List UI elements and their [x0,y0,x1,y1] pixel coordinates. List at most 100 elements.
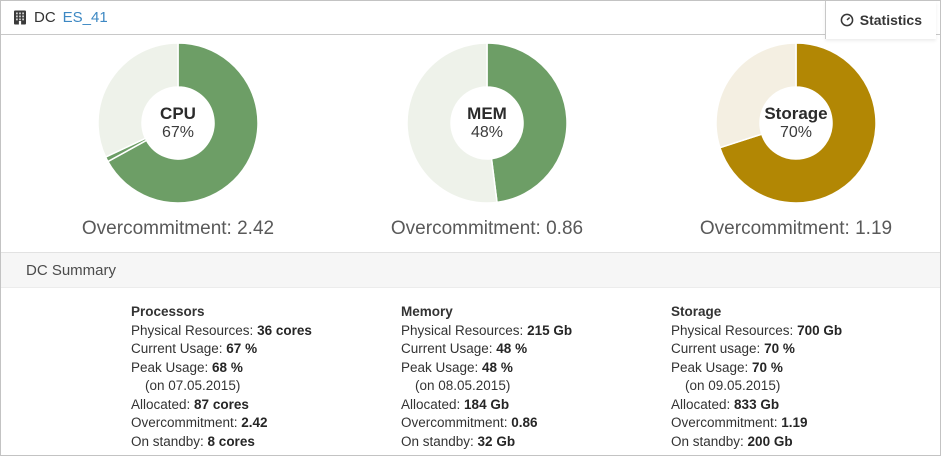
summary-row-label: Peak Usage: [401,359,483,375]
mem-overcommitment-text: Overcommitment: 0.86 [390,218,584,239]
summary-row-value: 48 % [496,341,528,356]
entity-name-link[interactable]: ES_41 [62,9,108,26]
summary-row-value: 36 cores [257,322,312,338]
panel-header: DC ES_41 Statistics [1,1,940,39]
entity-type-label: DC [34,9,56,26]
storage-donut-chart [715,42,877,204]
summary-row-label: Physical Resources: [131,322,258,338]
summary-row-label: On standby: [131,433,208,449]
summary-row: Overcommitment: 0.86 [401,414,572,433]
storage-donut-center: Storage 70% [713,104,879,142]
summary-row: Current Usage: 48 % [401,340,572,359]
summary-row-value: 68 % [212,359,243,375]
summary-row: Physical Resources: 215 Gb [401,322,572,341]
summary-row-label: Allocated: [671,396,735,412]
summary-row-value: 184 Gb [464,396,510,412]
dc-summary-title: DC Summary [26,261,117,279]
summary-row-label: Peak Usage: [671,359,753,375]
summary-row: Current Usage: 67 % [131,340,312,359]
summary-row-label: Physical Resources: [671,322,798,338]
cpu-overcommitment-text: Overcommitment: 2.42 [81,218,275,239]
summary-row: On standby: 8 cores [131,433,312,452]
summary-row-value: 70 % [764,341,795,356]
summary-row-value: 87 cores [194,396,249,412]
summary-row-value: 833 Gb [734,396,780,412]
summary-row-label: Overcommitment: [671,415,782,430]
storage-overcommitment-text: Overcommitment: 1.19 [699,218,893,239]
storage-chart-section: Storage 70% Overcommitment: 1.19 [646,35,940,240]
clock-icon [840,13,854,27]
storage-column-title: Storage [671,304,722,319]
summary-row-label: (on 09.05.2015) [685,378,781,393]
summary-row: On standby: 200 Gb [671,433,842,452]
cpu-donut-center: CPU 67% [95,104,261,142]
tab-statistics[interactable]: Statistics [824,1,936,39]
dc-summary-header: DC Summary [1,252,940,288]
summary-row-label: Current usage: [671,341,765,356]
processors-summary-column: Processors Physical Resources: 36 cores C… [131,303,312,451]
summary-row: (on 08.05.2015) [401,377,572,396]
mem-slice-used [486,42,568,204]
mem-donut-chart [406,42,568,204]
summary-row: On standby: 32 Gb [401,433,572,452]
summary-row: (on 09.05.2015) [671,377,842,396]
summary-row-value: 48 % [482,359,513,375]
summary-row-label: Peak Usage: [131,359,213,375]
storage-slice-free [715,42,797,149]
summary-row-label: Current Usage: [401,341,497,356]
summary-row-value: 2.42 [241,415,268,430]
tab-statistics-label: Statistics [859,12,922,28]
storage-percent: 70% [779,123,813,141]
memory-summary-column: Memory Physical Resources: 215 Gb Current… [401,303,572,451]
summary-row-label: Allocated: [131,396,195,412]
summary-row-label: On standby: [671,433,748,449]
summary-row: Peak Usage: 48 % [401,359,572,378]
memory-column-title: Memory [401,304,453,319]
mem-slice-free [406,42,498,204]
summary-row-label: Allocated: [401,396,465,412]
datacenter-icon [13,10,27,25]
summary-row-value: 67 % [226,341,258,356]
summary-row-value: 200 Gb [747,433,793,449]
storage-slice-used [718,42,877,204]
summary-row: (on 07.05.2015) [131,377,312,396]
summary-row-label: Overcommitment: [131,415,242,430]
cpu-slice-free [97,42,179,159]
summary-row-value: 70 % [752,359,783,375]
summary-row-label: Overcommitment: [401,415,512,430]
summary-row-value: 8 cores [207,433,255,449]
cpu-label: CPU [160,104,196,124]
summary-row-value: 32 Gb [477,433,516,449]
breadcrumb: DC ES_41 [13,9,108,26]
charts-row: CPU 67% Overcommitment: 2.42 MEM 48% Ove… [1,35,940,252]
storage-label: Storage [764,104,828,124]
storage-summary-column: Storage Physical Resources: 700 Gb Curren… [671,303,842,451]
summary-row-value: 1.19 [781,415,808,430]
dc-summary-body: Processors Physical Resources: 36 cores C… [1,288,940,454]
summary-row: Allocated: 87 cores [131,396,312,415]
cpu-slice-used [106,42,259,204]
summary-row-label: (on 07.05.2015) [145,378,241,393]
summary-row: Current usage: 70 % [671,340,842,359]
summary-row-label: On standby: [401,433,478,449]
cpu-donut-chart [97,42,259,204]
summary-row: Peak Usage: 68 % [131,359,312,378]
mem-label: MEM [467,104,507,124]
summary-row: Allocated: 184 Gb [401,396,572,415]
summary-row-label: Physical Resources: [401,322,528,338]
mem-percent: 48% [470,123,504,141]
summary-row-label: (on 08.05.2015) [415,378,511,393]
summary-row-label: Current Usage: [131,341,227,356]
summary-row: Physical Resources: 700 Gb [671,322,842,341]
summary-row: Physical Resources: 36 cores [131,322,312,341]
mem-donut-center: MEM 48% [404,104,570,142]
cpu-chart-section: CPU 67% Overcommitment: 2.42 [28,35,328,240]
mem-chart-section: MEM 48% Overcommitment: 0.86 [337,35,637,240]
processors-column-title: Processors [131,304,205,319]
summary-row: Overcommitment: 2.42 [131,414,312,433]
summary-row-value: 0.86 [511,415,538,430]
cpu-percent: 67% [161,123,195,141]
summary-row-value: 700 Gb [797,322,843,338]
summary-row: Overcommitment: 1.19 [671,414,842,433]
